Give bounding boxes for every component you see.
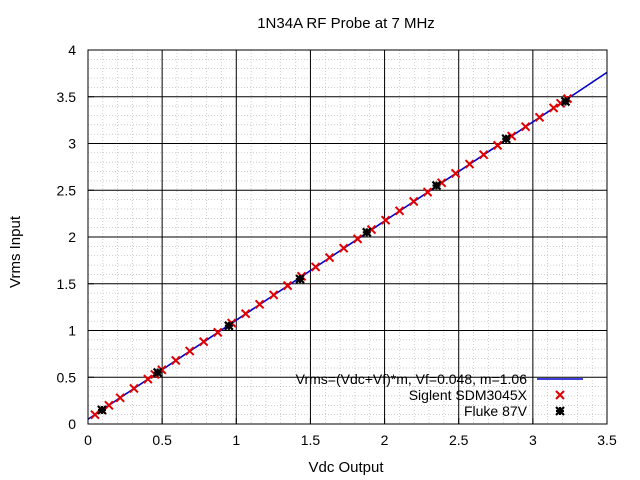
data-point [171,355,181,366]
data-point [560,96,571,107]
marker-stroke [310,262,321,272]
data-point [408,196,419,207]
data-point [324,252,335,263]
data-point [224,321,234,331]
x-tick-label: 1.5 [301,432,321,448]
marker-stroke [555,390,565,400]
data-point [282,280,293,291]
data-point [501,134,511,144]
y-tick-label: 3 [68,136,76,152]
y-tick-label: 3.5 [57,89,77,105]
data-point [548,103,559,113]
data-point [520,121,531,132]
legend-siglent-marker [555,390,565,400]
marker-stroke [352,234,363,244]
marker-stroke [324,252,335,263]
marker-stroke [185,346,195,356]
legend-fluke-label: Fluke 87V [464,403,528,419]
y-tick-label: 2.5 [57,182,77,198]
y-tick-label: 1 [68,323,76,339]
y-tick-label: 0 [68,416,76,432]
marker-stroke [171,355,181,366]
marker-stroke [338,243,349,253]
marker-stroke [464,159,475,169]
marker-stroke [520,121,531,132]
marker-stroke [90,409,100,420]
data-point [492,140,503,151]
y-tick-label: 2 [68,229,76,245]
data-point [254,299,265,310]
marker-stroke [548,103,559,113]
marker-stroke [408,196,419,207]
x-tick-label: 0 [84,432,92,448]
marker-stroke [282,280,293,291]
legend-fluke-marker [555,406,565,416]
marker-stroke [115,393,125,403]
data-point [422,187,433,197]
marker-stroke [478,150,489,160]
marker-stroke [198,337,209,347]
ticks: 0 0.5 1 1.5 2 2.5 3 3.5 0 0.5 1 1.5 2 2.5 3 3.5 4 [57,42,617,448]
data-point [380,215,391,225]
y-tick-label: 0.5 [57,369,77,385]
marker-stroke [254,299,265,310]
marker-stroke [240,308,251,319]
data-point [268,290,279,300]
x-tick-label: 2 [381,432,389,448]
legend: Vrms=(Vdc+Vf)*m, Vf=0.048, m=1.06 Siglen… [296,371,583,419]
data-point [450,168,461,179]
grid [87,49,608,425]
data-point [352,234,363,244]
marker-stroke [534,112,545,123]
data-point [310,262,321,272]
x-tick-label: 1 [232,432,240,448]
data-point [431,180,442,191]
x-axis-label: Vdc Output [308,459,384,476]
marker-stroke [213,327,223,338]
x-tick-label: 3 [529,432,537,448]
data-point [338,243,349,253]
data-point [97,405,107,415]
marker-stroke [268,290,279,300]
data-point [240,308,251,319]
data-point [394,206,405,216]
plot-series [87,71,608,420]
data-point [152,367,163,378]
legend-fit-label: Vrms=(Vdc+Vf)*m, Vf=0.048, m=1.06 [296,371,528,387]
data-point [213,327,223,338]
marker-stroke [380,215,391,225]
y-tick-label: 4 [68,42,76,58]
data-point [129,383,139,394]
data-point [90,409,100,420]
marker-stroke [450,168,461,179]
data-point [185,346,195,356]
data-point [198,337,209,347]
data-point [361,227,372,238]
marker-stroke [143,374,153,384]
legend-siglent-label: Siglent SDM3045X [409,387,528,403]
data-point [295,274,305,284]
y-axis-label: Vrms Input [7,215,24,288]
x-tick-label: 3.5 [597,432,617,448]
series-fluke [97,96,571,415]
x-tick-label: 2.5 [449,432,469,448]
marker-stroke [104,400,114,411]
marker-stroke [129,383,139,394]
data-point [143,374,153,384]
x-tick-label: 0.5 [152,432,172,448]
data-point [534,112,545,123]
data-point [115,393,125,403]
marker-stroke [492,140,503,151]
marker-stroke [394,206,405,216]
data-point [464,159,475,169]
data-point [478,150,489,160]
chart-title: 1N34A RF Probe at 7 MHz [257,15,435,32]
data-point [104,400,114,411]
y-tick-label: 1.5 [57,276,77,292]
marker-stroke [422,187,433,197]
